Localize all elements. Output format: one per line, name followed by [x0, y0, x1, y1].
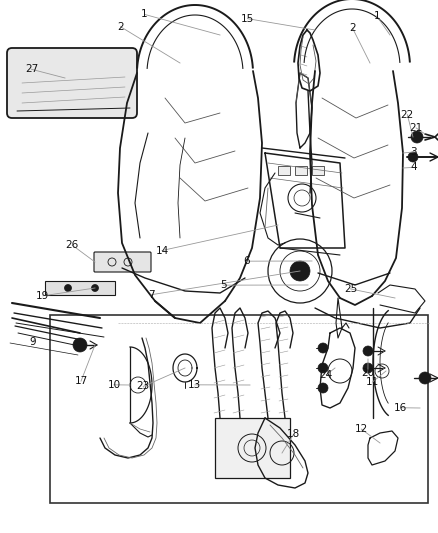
Bar	[312, 166, 324, 175]
Text: 22: 22	[401, 110, 414, 119]
Text: 5: 5	[220, 280, 227, 290]
Circle shape	[363, 363, 373, 373]
Text: 27: 27	[25, 64, 38, 74]
Text: 4: 4	[410, 163, 417, 172]
Text: 7: 7	[148, 290, 155, 300]
Text: 16: 16	[394, 403, 407, 413]
Text: 1: 1	[141, 10, 148, 19]
Text: 6: 6	[243, 256, 250, 266]
FancyBboxPatch shape	[45, 281, 115, 295]
Bar	[215, 418, 290, 478]
Text: 13: 13	[188, 380, 201, 390]
Text: 10: 10	[107, 380, 120, 390]
Circle shape	[290, 261, 310, 281]
Bar	[278, 166, 290, 175]
Circle shape	[318, 343, 328, 353]
Circle shape	[64, 285, 71, 292]
Circle shape	[408, 152, 418, 162]
Circle shape	[73, 338, 87, 352]
Text: 25: 25	[344, 284, 357, 294]
Circle shape	[318, 383, 328, 393]
Text: 21: 21	[410, 123, 423, 133]
FancyBboxPatch shape	[94, 252, 151, 272]
Text: 2: 2	[117, 22, 124, 31]
Circle shape	[363, 346, 373, 356]
Text: 19: 19	[36, 291, 49, 301]
FancyBboxPatch shape	[7, 48, 137, 118]
Text: 18: 18	[287, 430, 300, 439]
Text: 26: 26	[66, 240, 79, 250]
Circle shape	[318, 363, 328, 373]
Circle shape	[419, 372, 431, 384]
Text: 24: 24	[320, 370, 333, 379]
Circle shape	[411, 131, 423, 143]
Text: 15: 15	[241, 14, 254, 23]
Text: 1: 1	[373, 11, 380, 21]
Text: 14: 14	[155, 246, 169, 255]
Circle shape	[92, 285, 99, 292]
Text: 9: 9	[29, 337, 36, 347]
Text: 2: 2	[349, 23, 356, 33]
Text: 17: 17	[74, 376, 88, 386]
Bar	[50, 315, 428, 503]
Text: 12: 12	[355, 424, 368, 434]
Text: 23: 23	[137, 382, 150, 391]
Text: 20: 20	[361, 368, 374, 378]
Text: 11: 11	[366, 377, 379, 387]
Bar	[295, 166, 307, 175]
Text: 3: 3	[410, 147, 417, 157]
